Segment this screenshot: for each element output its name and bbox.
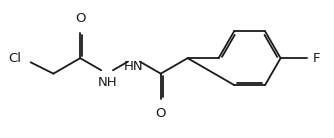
Text: F: F xyxy=(313,52,320,65)
Text: NH: NH xyxy=(97,75,117,88)
Text: O: O xyxy=(75,12,86,25)
Text: HN: HN xyxy=(124,60,144,73)
Text: Cl: Cl xyxy=(8,52,21,65)
Text: O: O xyxy=(156,107,166,120)
